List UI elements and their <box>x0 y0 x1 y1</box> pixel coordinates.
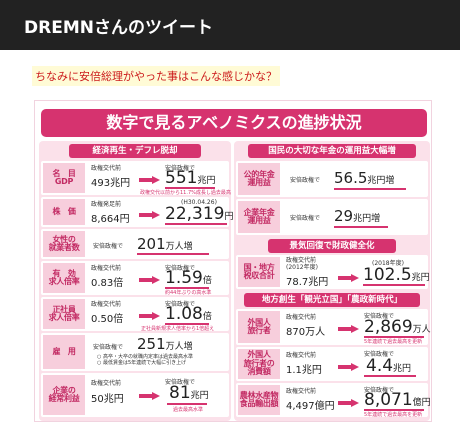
row-label: 企業年金 運用益 <box>238 201 280 233</box>
row-label: 雇 用 <box>43 335 85 369</box>
arrow-icon <box>338 274 360 282</box>
arrow-icon <box>139 276 161 284</box>
tweet-text[interactable]: ちなみに安倍総理がやった事はこんな感じかな？ <box>32 66 280 86</box>
arrow-icon <box>139 211 161 219</box>
arrow-icon <box>338 399 360 407</box>
row-foreign-visitors: 外国人 旅行者 政権交代前 870万人 安倍政権で 2,869万人 5年連続で過… <box>236 309 431 345</box>
page-title: DREMNさんのツイート <box>24 18 213 38</box>
infographic-title: 数字で見るアベノミクスの進捗状況 <box>41 109 427 137</box>
arrow-icon <box>139 392 161 400</box>
row-female-employment: 女性の 就業者数 安倍政権で 201万人増 <box>41 229 229 259</box>
row-label: 外国人 旅行者 <box>238 311 280 343</box>
row-stock-price: 株 価 政権発足前 8,664円 (H30.04.26) 22,319円 <box>41 197 234 227</box>
row-label: 外国人 旅行者の 消費額 <box>238 349 280 379</box>
section-fiscal: 景気回復で財政健全化 <box>268 239 396 253</box>
row-label: 株 価 <box>43 199 85 225</box>
row-job-openings-ratio: 有 効 求人倍率 政権交代前 0.83倍 安倍政権で 1.59倍 約44年ぶりの… <box>41 261 229 296</box>
row-label: 有 効 求人倍率 <box>43 263 85 293</box>
row-nominal-gdp: 名 目 GDP 政権交代前 493兆円 安倍政権で 551兆円 政権交代以前から… <box>41 161 231 196</box>
row-corporate-profits: 企業の 経常利益 政権交代前 50兆円 安倍政権で 81兆円 過去最高水準 <box>41 373 229 417</box>
row-tax-revenue: 国・地方 税収合計 政権交代前 (2012年度) 78.7兆円 (2018年度)… <box>236 255 430 289</box>
arrow-icon <box>139 176 161 184</box>
row-label: 女性の 就業者数 <box>43 231 85 257</box>
row-label: 農林水産物 食品輸出額 <box>238 385 280 415</box>
row-label: 正社員 求人倍率 <box>43 299 85 329</box>
page-header: DREMNさんのツイート <box>0 0 460 50</box>
row-label: 国・地方 税収合計 <box>238 257 280 287</box>
row-corporate-pension: 企業年金 運用益 安倍政権で 29兆円増 <box>236 199 428 235</box>
section-pension: 国民の大切な年金の運用益大幅増 <box>248 144 416 158</box>
row-visitor-spending: 外国人 旅行者の 消費額 政権交代前 1.1兆円 安倍政権で 4.4兆円 <box>236 347 428 381</box>
abenomics-infographic[interactable]: 数字で見るアベノミクスの進捗状況 経済再生・デフレ脱却 名 目 GDP 政権交代… <box>34 100 432 422</box>
arrow-icon <box>338 325 360 333</box>
row-label: 名 目 GDP <box>43 163 85 193</box>
row-label: 企業の 経常利益 <box>43 375 85 415</box>
arrow-icon <box>338 363 360 371</box>
row-public-pension: 公的年金 運用益 安倍政権で 56.5兆円増 <box>236 161 428 197</box>
economy-column: 経済再生・デフレ脱却 名 目 GDP 政権交代前 493兆円 安倍政権で 551… <box>39 141 234 421</box>
right-column: 国民の大切な年金の運用益大幅増 公的年金 運用益 安倍政権で 56.5兆円増 企… <box>234 141 431 421</box>
row-employment: 雇 用 安倍政権で 251万人増 ○ 高卒・大卒の就職内定率は過去最高水準 ○ … <box>41 333 229 371</box>
section-regional: 地方創生「観光立国」「農政新時代」 <box>244 293 420 307</box>
row-fulltime-openings-ratio: 正社員 求人倍率 政権交代前 0.50倍 安倍政権で 1.08倍 正社員新規求人… <box>41 297 229 332</box>
section-economy: 経済再生・デフレ脱却 <box>69 144 201 158</box>
arrow-icon <box>139 312 161 320</box>
row-agri-exports: 農林水産物 食品輸出額 政権交代前 4,497億円 安倍政権で 8,071億円 … <box>236 383 431 418</box>
row-label: 公的年金 運用益 <box>238 163 280 195</box>
